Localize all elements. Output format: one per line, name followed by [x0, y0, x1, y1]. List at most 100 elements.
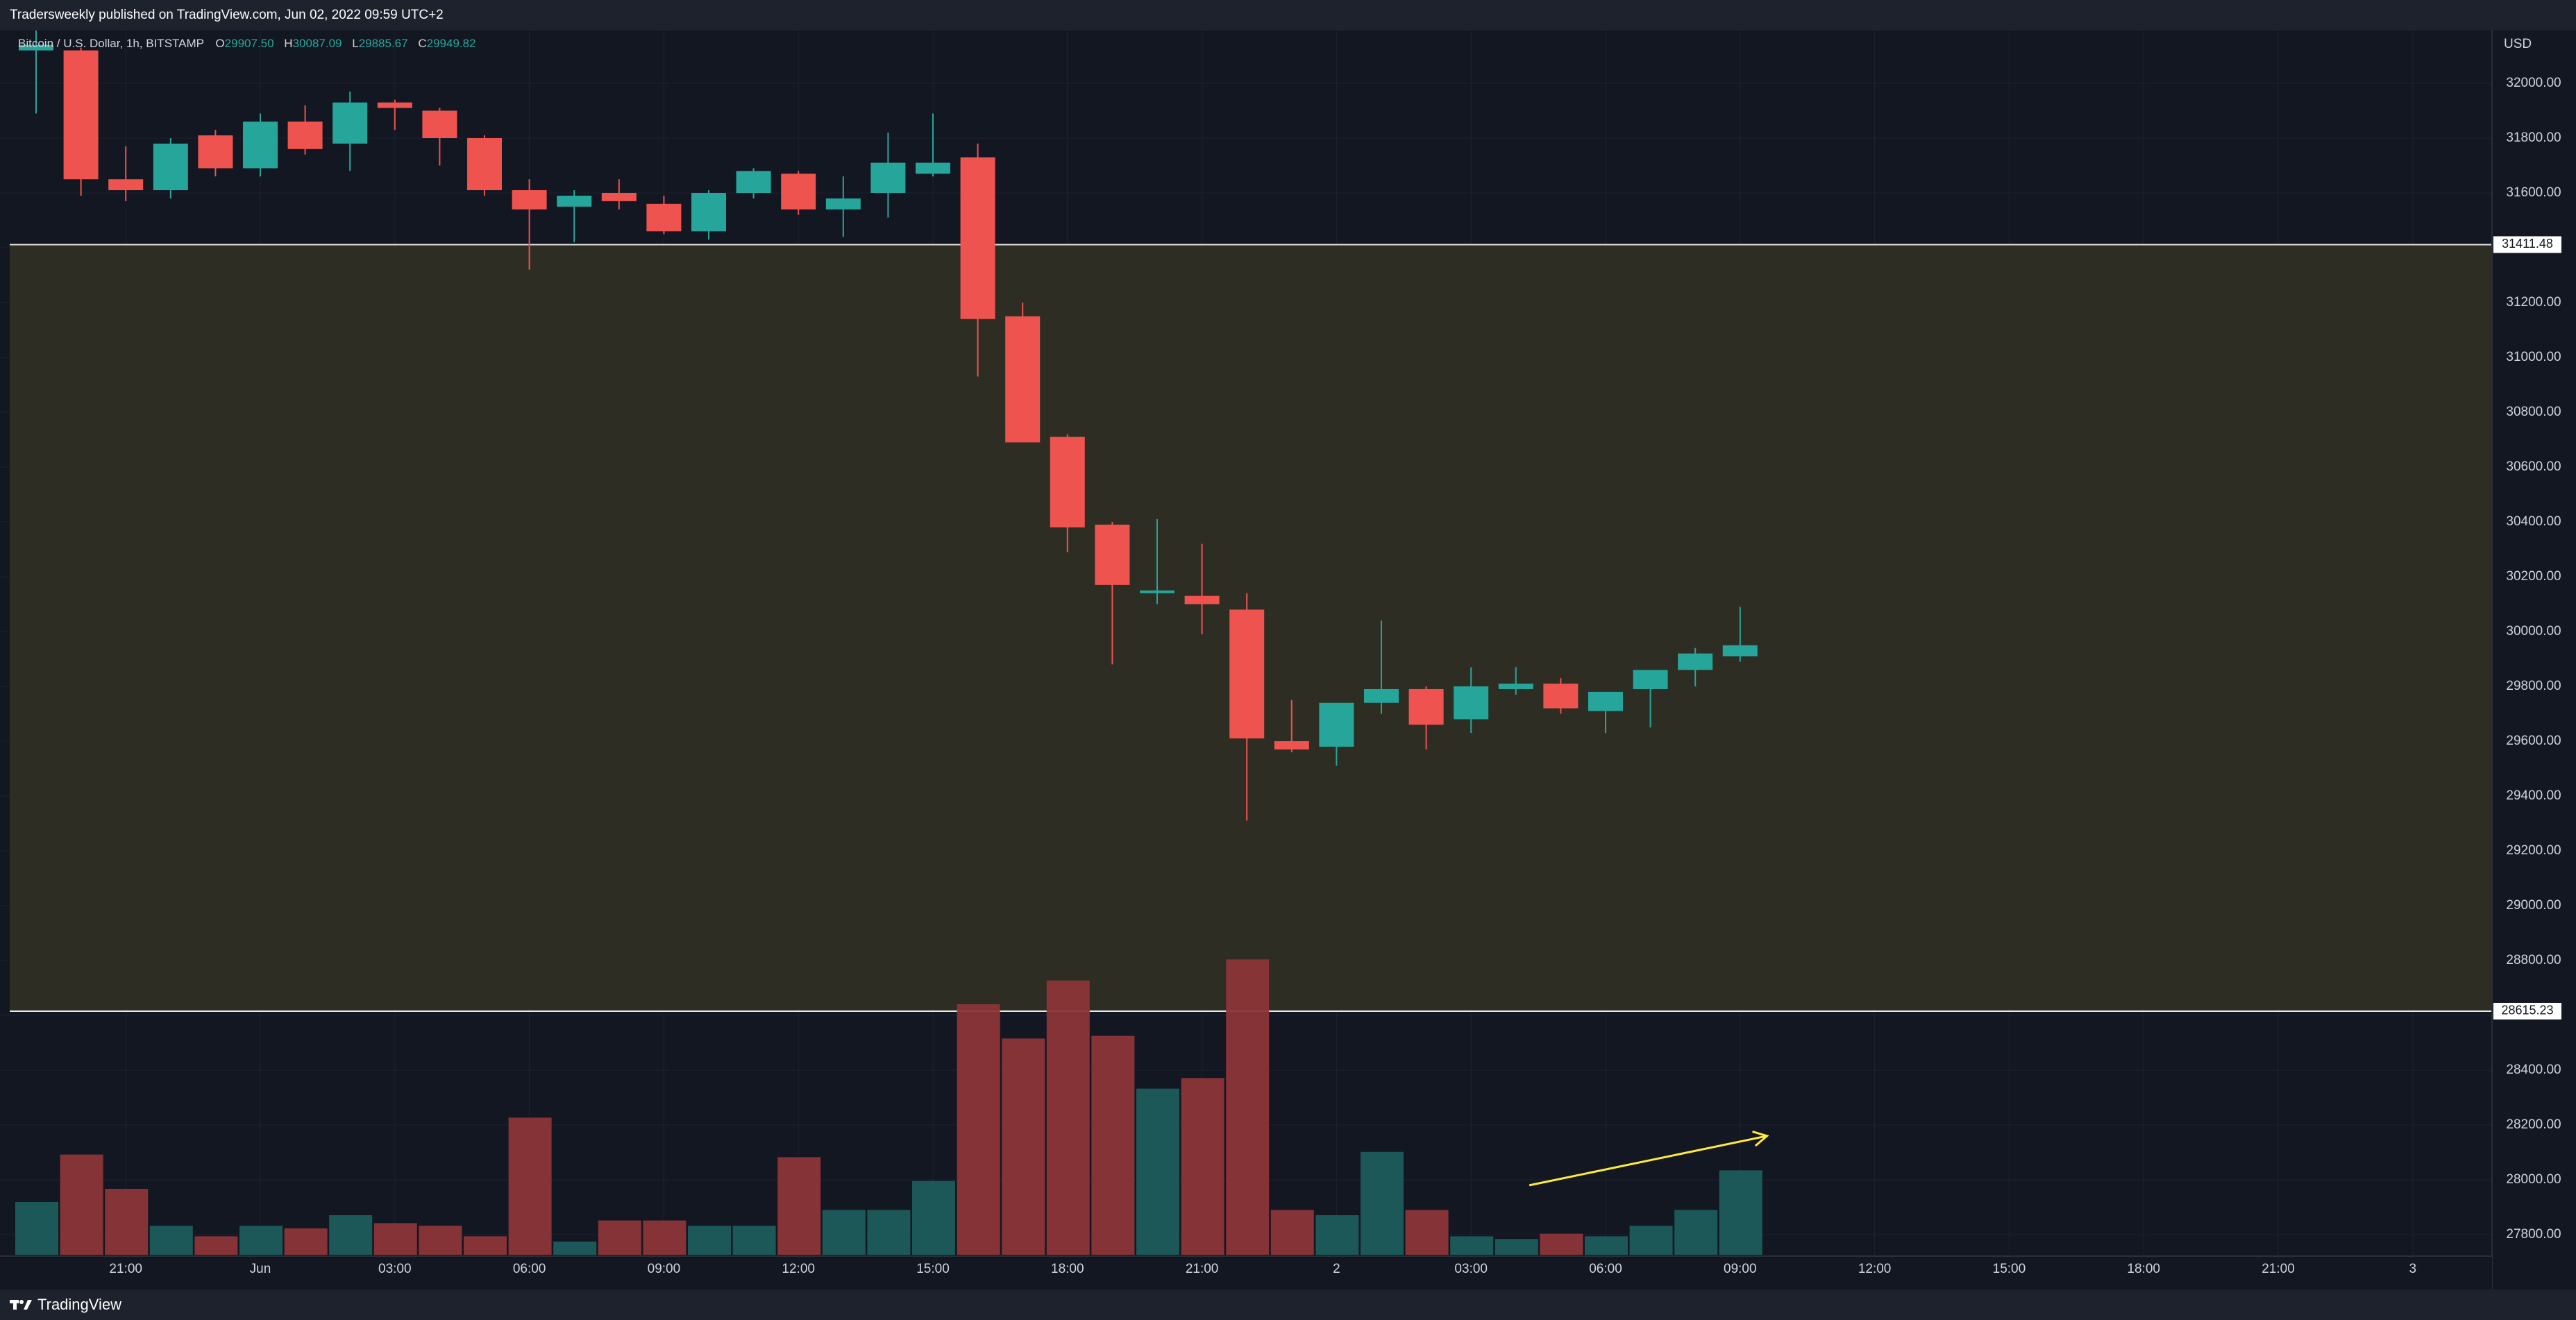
y-tick-label: 30000.00 — [2506, 624, 2561, 638]
ohlc-legend: Bitcoin / U.S. Dollar, 1h, BITSTAMP O299… — [18, 37, 476, 50]
volume-bar — [732, 1226, 776, 1255]
candle-body — [63, 50, 99, 180]
x-tick-label: 21:00 — [2262, 1262, 2295, 1276]
candle-body — [557, 195, 592, 207]
y-tick-label: 31600.00 — [2506, 185, 2561, 200]
candle-body — [1633, 670, 1668, 689]
x-tick-label: 15:00 — [1993, 1262, 2026, 1276]
x-tick-label: 18:00 — [2127, 1262, 2160, 1276]
y-tick-label: 30600.00 — [2506, 459, 2561, 474]
volume-bar — [957, 1004, 1000, 1255]
x-tick-label: 21:00 — [109, 1262, 142, 1276]
volume-bar — [598, 1220, 641, 1255]
volume-bar — [1226, 959, 1270, 1255]
zone-bottom-price-label: 28615.23 — [2501, 1004, 2553, 1017]
candle-body — [1095, 524, 1130, 585]
legend-high-value: 30087.09 — [293, 37, 342, 50]
candle-body — [601, 193, 637, 201]
candle-body — [108, 179, 144, 191]
time-axis-panel[interactable] — [0, 1256, 2492, 1289]
tradingview-logo-icon[interactable] — [10, 1298, 32, 1311]
y-tick-label: 28200.00 — [2506, 1117, 2561, 1132]
volume-bar — [1315, 1215, 1359, 1255]
footer-brand[interactable]: TradingView — [37, 1296, 122, 1313]
y-tick-label: 32000.00 — [2506, 76, 2561, 90]
volume-bar — [1136, 1088, 1179, 1255]
volume-bar — [1091, 1035, 1135, 1255]
y-tick-label: 28800.00 — [2506, 953, 2561, 967]
x-tick-label: 09:00 — [648, 1262, 681, 1276]
publisher-text: Tradersweekly published on TradingView.c… — [10, 8, 444, 22]
zone-top-price-tag: 31411.48 — [2493, 236, 2561, 253]
candle-body — [332, 102, 368, 144]
volume-bar — [1629, 1226, 1673, 1255]
candle-body — [512, 190, 547, 210]
candle-body — [1319, 702, 1354, 747]
annotation-arrow-head — [1752, 1130, 1769, 1147]
y-tick-label: 27800.00 — [2506, 1227, 2561, 1242]
volume-bar — [1674, 1210, 1718, 1255]
legend-low-value: 29885.67 — [359, 37, 408, 50]
candle-body — [1050, 437, 1085, 527]
x-tick-label: 2 — [1333, 1262, 1340, 1276]
price-chart[interactable]: 27800.0028000.0028200.0028400.0028600.00… — [0, 31, 2576, 1289]
candle-body — [736, 171, 771, 193]
y-tick-label: 29600.00 — [2506, 734, 2561, 748]
zone-top-price-label: 31411.48 — [2502, 237, 2553, 251]
volume-bar — [1495, 1239, 1538, 1255]
x-tick-label: 06:00 — [513, 1262, 546, 1276]
volume-bar — [1585, 1236, 1628, 1255]
candle-body — [1588, 691, 1623, 711]
volume-bar — [1361, 1151, 1404, 1255]
x-tick-label: 12:00 — [782, 1262, 815, 1276]
candle-body — [691, 193, 726, 232]
candle-body — [153, 143, 188, 191]
volume-bar — [239, 1226, 283, 1255]
zone-bottom-price-tag: 28615.23 — [2493, 1002, 2561, 1019]
volume-bar — [1450, 1236, 1494, 1255]
candle-body — [1140, 590, 1175, 593]
y-tick-label: 30800.00 — [2506, 405, 2561, 419]
currency-label: USD — [2504, 37, 2532, 51]
x-tick-label: 21:00 — [1186, 1262, 1219, 1276]
candle-body — [1184, 595, 1220, 604]
y-tick-label: 28000.00 — [2506, 1172, 2561, 1187]
x-tick-label: 09:00 — [1724, 1262, 1757, 1276]
volume-bar — [1405, 1210, 1449, 1255]
candle-body — [1722, 645, 1758, 657]
candles — [19, 31, 1758, 821]
candle-body — [960, 157, 995, 319]
volume-bar — [553, 1242, 597, 1255]
y-tick-label: 28400.00 — [2506, 1063, 2561, 1077]
legend-open-value: 29907.50 — [225, 37, 274, 50]
y-tick-label: 31200.00 — [2506, 295, 2561, 310]
volume-bar — [149, 1226, 193, 1255]
candle-body — [1229, 609, 1265, 739]
volume-bars — [15, 959, 1762, 1255]
volume-bar — [284, 1228, 328, 1255]
volume-bar — [1270, 1210, 1314, 1255]
legend-close-label: C — [418, 37, 426, 50]
candle-body — [916, 162, 950, 174]
x-tick-label: 03:00 — [1454, 1262, 1488, 1276]
volume-bar — [643, 1220, 687, 1255]
candle-body — [1678, 653, 1713, 670]
publisher-header: Tradersweekly published on TradingView.c… — [0, 0, 2576, 31]
volume-bar — [777, 1157, 821, 1255]
candle-body — [781, 174, 816, 210]
volume-bar — [688, 1226, 731, 1255]
candle-body — [422, 110, 457, 138]
x-tick-label: 06:00 — [1589, 1262, 1622, 1276]
annotation-arrow[interactable] — [1529, 1135, 1767, 1187]
candle-body — [287, 121, 323, 149]
x-tick-label: Jun — [250, 1262, 271, 1276]
y-tick-label: 30200.00 — [2506, 569, 2561, 584]
price-axis-panel[interactable] — [2492, 31, 2576, 1289]
y-tick-label: 29800.00 — [2506, 679, 2561, 693]
volume-bar — [329, 1215, 373, 1255]
volume-bar — [105, 1189, 149, 1255]
candle-body — [377, 102, 412, 108]
candle-body — [646, 203, 682, 232]
legend-close-value: 29949.82 — [427, 37, 476, 50]
volume-bar — [508, 1117, 552, 1255]
